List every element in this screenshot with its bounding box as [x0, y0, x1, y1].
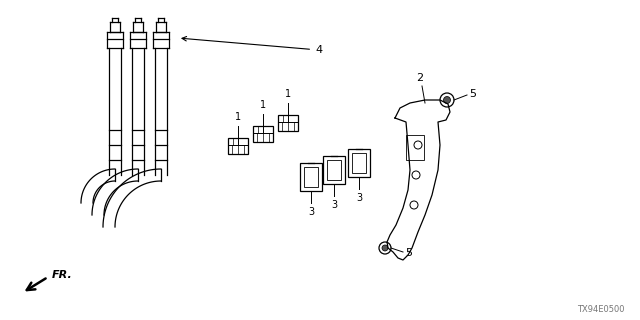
- Text: 4: 4: [182, 36, 322, 55]
- Text: 5: 5: [469, 89, 476, 99]
- Text: 3: 3: [331, 200, 337, 210]
- Circle shape: [382, 245, 388, 251]
- Text: 1: 1: [260, 100, 266, 110]
- Text: 5: 5: [405, 248, 412, 258]
- Text: 1: 1: [285, 89, 291, 99]
- Text: 1: 1: [235, 112, 241, 122]
- Text: 3: 3: [308, 207, 314, 217]
- Text: 2: 2: [417, 73, 424, 83]
- Text: 3: 3: [356, 193, 362, 203]
- Text: TX94E0500: TX94E0500: [577, 305, 625, 314]
- Circle shape: [444, 97, 451, 103]
- Text: FR.: FR.: [52, 270, 73, 280]
